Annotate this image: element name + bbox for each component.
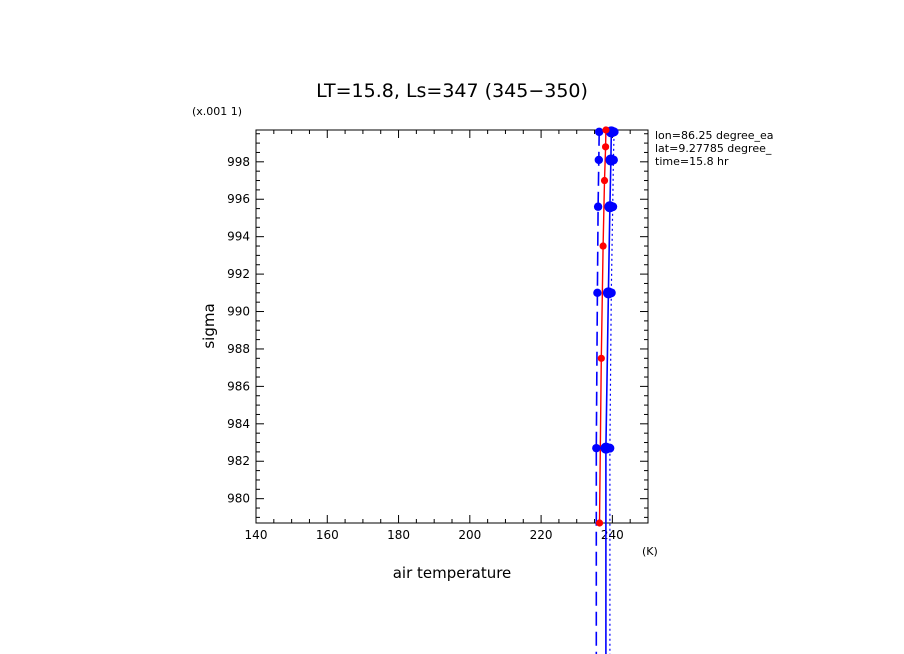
data-series [592,126,619,654]
series-blue-dashed-point [594,127,604,137]
x-tick-label: 200 [458,528,481,542]
series-blue-solid-point [604,201,616,213]
y-tick-label: 984 [227,417,250,431]
series-red-point [601,143,610,151]
series-red-line [598,129,607,524]
series-blue-dashed-point [593,288,602,298]
series-blue-dashed-point [593,202,603,211]
series-red-point [600,176,609,185]
x-tick-label: 220 [530,528,553,542]
chart-title: LT=15.8, Ls=347 (345−350) [316,80,588,102]
y-tick-label: 994 [227,230,250,244]
series-blue-solid-point [600,442,612,454]
x-tick-label: 240 [601,528,624,542]
x-tick-label: 140 [245,528,268,542]
y-tick-label: 990 [227,305,250,319]
axes: 140 160 180 200 220 240 980 982 984 986 988 990 992 9… [227,129,649,542]
x-tick-label: 180 [387,528,410,542]
plot-frame [255,129,649,524]
series-red-point [599,242,607,250]
x-axis-label: air temperature [393,564,512,582]
series-red-point [597,354,605,362]
y-tick-label: 996 [227,192,250,206]
y-tick-label: 992 [227,267,250,281]
y-tick-label: 986 [227,379,250,393]
annotation-lon: lon=86.25 degree_ea [655,129,774,142]
series-blue-solid-point [602,287,614,299]
y-tick-label: 998 [227,155,250,169]
series-blue-solid-point [605,154,617,166]
y-tick-label: 988 [227,342,250,356]
x-unit-label: (K) [642,545,658,558]
series-blue-dashed-point [594,155,604,165]
x-tick-label: 160 [316,528,339,542]
y-axis-label: sigma [200,303,218,348]
series-red-point [595,519,604,527]
y-scale-note: (x.001 1) [192,105,242,118]
series-red-point [602,126,610,134]
series-blue-dashed-point [592,443,601,453]
annotation-lat: lat=9.27785 degree_ [655,142,772,155]
y-tick-label: 982 [227,454,250,468]
series-blue-dashed-line [595,131,600,654]
y-tick-label: 980 [227,492,250,506]
annotation-time: time=15.8 hr [655,155,729,168]
